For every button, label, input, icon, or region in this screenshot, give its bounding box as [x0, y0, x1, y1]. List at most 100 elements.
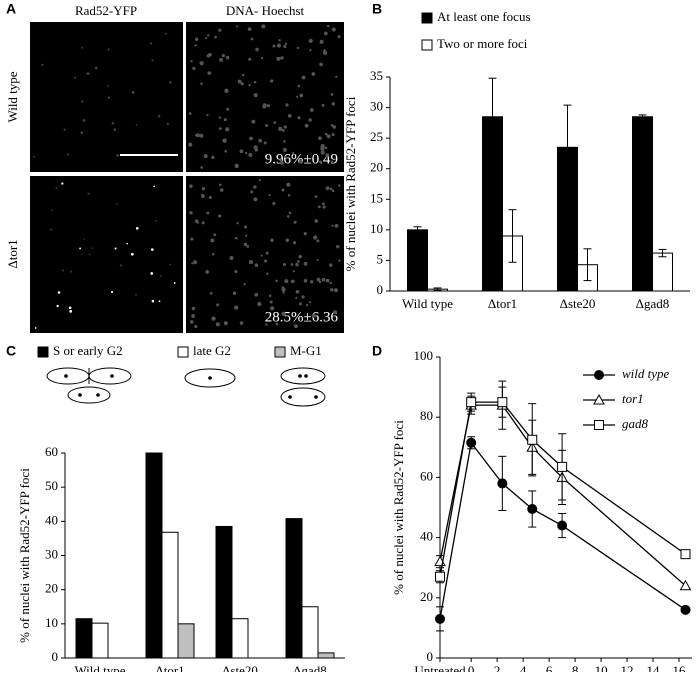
speckle [169, 81, 172, 84]
speckle [338, 259, 341, 262]
x-tick-label: Wild type [74, 663, 125, 672]
speckle [338, 184, 341, 187]
speckle [191, 306, 196, 311]
speckle [284, 42, 288, 45]
error-bar [563, 104, 572, 191]
speckle [151, 299, 155, 303]
speckle [293, 220, 297, 224]
column-label: DNA- Hoechst [226, 3, 305, 18]
speckle [331, 160, 334, 163]
micrograph [30, 22, 183, 172]
legend-label: At least one focus [437, 9, 531, 24]
speckle [236, 25, 239, 28]
speckle [282, 262, 287, 267]
speckle [41, 63, 44, 66]
legend-marker [594, 420, 604, 430]
speckle [248, 260, 254, 265]
legend-marker [593, 393, 605, 405]
y-axis-label: % of nuclei with Rad52-YFP foci [391, 420, 406, 595]
speckle [303, 232, 307, 236]
speckle [269, 300, 273, 304]
speckle [275, 279, 278, 283]
y-axis-label: % of nuclei with Rad52-YFP foci [17, 468, 32, 643]
speckle [164, 32, 167, 35]
speckle [285, 103, 289, 107]
speckle [331, 133, 335, 137]
x-tick-label: 12 [621, 663, 634, 672]
speckle [330, 288, 334, 292]
speckle [254, 263, 259, 267]
speckle [303, 278, 308, 283]
speckle [232, 291, 237, 295]
line [439, 401, 686, 577]
speckle [253, 80, 257, 84]
speckle [336, 245, 340, 249]
speckle [328, 263, 333, 267]
annotation: 28.5%±6.36 [265, 309, 339, 325]
speckle [309, 108, 314, 112]
micrograph [186, 22, 344, 172]
speckle [115, 203, 118, 205]
speckle [213, 233, 217, 237]
speckle [251, 119, 256, 124]
y-tick-label: 30 [45, 546, 58, 561]
x-tick-label: 16 [673, 663, 687, 672]
speckle [211, 252, 215, 256]
speckle [135, 294, 137, 296]
speckle [325, 186, 330, 191]
speckle [189, 320, 194, 324]
speckle [206, 54, 211, 58]
speckle [192, 260, 198, 265]
speckle [88, 253, 91, 256]
speckle [246, 245, 250, 248]
speckle [166, 122, 170, 125]
speckle [261, 57, 264, 60]
speckle [270, 79, 274, 83]
speckle [225, 55, 230, 60]
speckle [250, 37, 254, 41]
speckle [116, 154, 120, 157]
bar [407, 229, 428, 292]
speckle [205, 270, 210, 274]
speckle [314, 195, 318, 198]
speckle [223, 118, 227, 122]
error-bar [413, 226, 422, 234]
error-bar [583, 248, 592, 282]
speckle [68, 306, 72, 310]
speckle [57, 291, 61, 294]
bar [75, 618, 93, 659]
speckle [194, 219, 199, 224]
point [497, 397, 508, 408]
speckle [234, 163, 239, 169]
speckle [321, 202, 325, 206]
panel-label: B [372, 1, 382, 17]
speckle [239, 149, 244, 154]
y-tick-label: 0 [427, 649, 434, 664]
speckle [207, 34, 210, 37]
speckle [254, 148, 259, 152]
speckle [278, 39, 281, 42]
speckle [321, 103, 325, 107]
speckle [107, 96, 111, 99]
speckle [281, 286, 285, 289]
panel-label: C [6, 343, 16, 359]
y-tick-label: 100 [414, 348, 434, 363]
speckle [247, 27, 252, 31]
speckle [331, 27, 336, 32]
bar [632, 116, 653, 292]
line [439, 404, 686, 587]
bar [285, 518, 303, 659]
speckle [275, 322, 279, 326]
cell-icons [46, 367, 326, 407]
speckle [319, 62, 323, 67]
point [557, 520, 568, 531]
speckle [303, 261, 308, 266]
speckle [295, 296, 298, 299]
bar [301, 606, 319, 659]
y-axis-label: % of nuclei with Rad52-YFP foci [343, 96, 358, 271]
speckle [299, 93, 303, 98]
speckle [261, 24, 266, 29]
speckle [325, 153, 330, 158]
speckle [191, 262, 194, 265]
speckle [284, 155, 287, 159]
